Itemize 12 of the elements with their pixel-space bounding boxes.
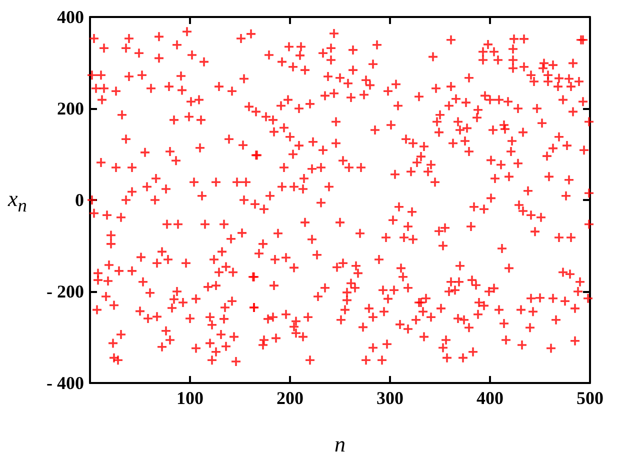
y-tick-label: 0 [75, 190, 84, 210]
y-tick-label: - 400 [46, 373, 84, 393]
y-tick-label: - 200 [46, 282, 84, 302]
y-tick-label: 400 [57, 7, 84, 27]
x-tick-label: 200 [276, 388, 304, 408]
x-tick-label: 500 [576, 388, 604, 408]
x-axis-title: n [334, 432, 346, 456]
y-tick-label: 200 [57, 98, 84, 118]
y-axis-title: x$_{n}$ [8, 186, 27, 216]
x-tick-label: 400 [476, 388, 504, 408]
x-tick-label: 300 [376, 388, 404, 408]
x-tick-label: 100 [176, 388, 204, 408]
